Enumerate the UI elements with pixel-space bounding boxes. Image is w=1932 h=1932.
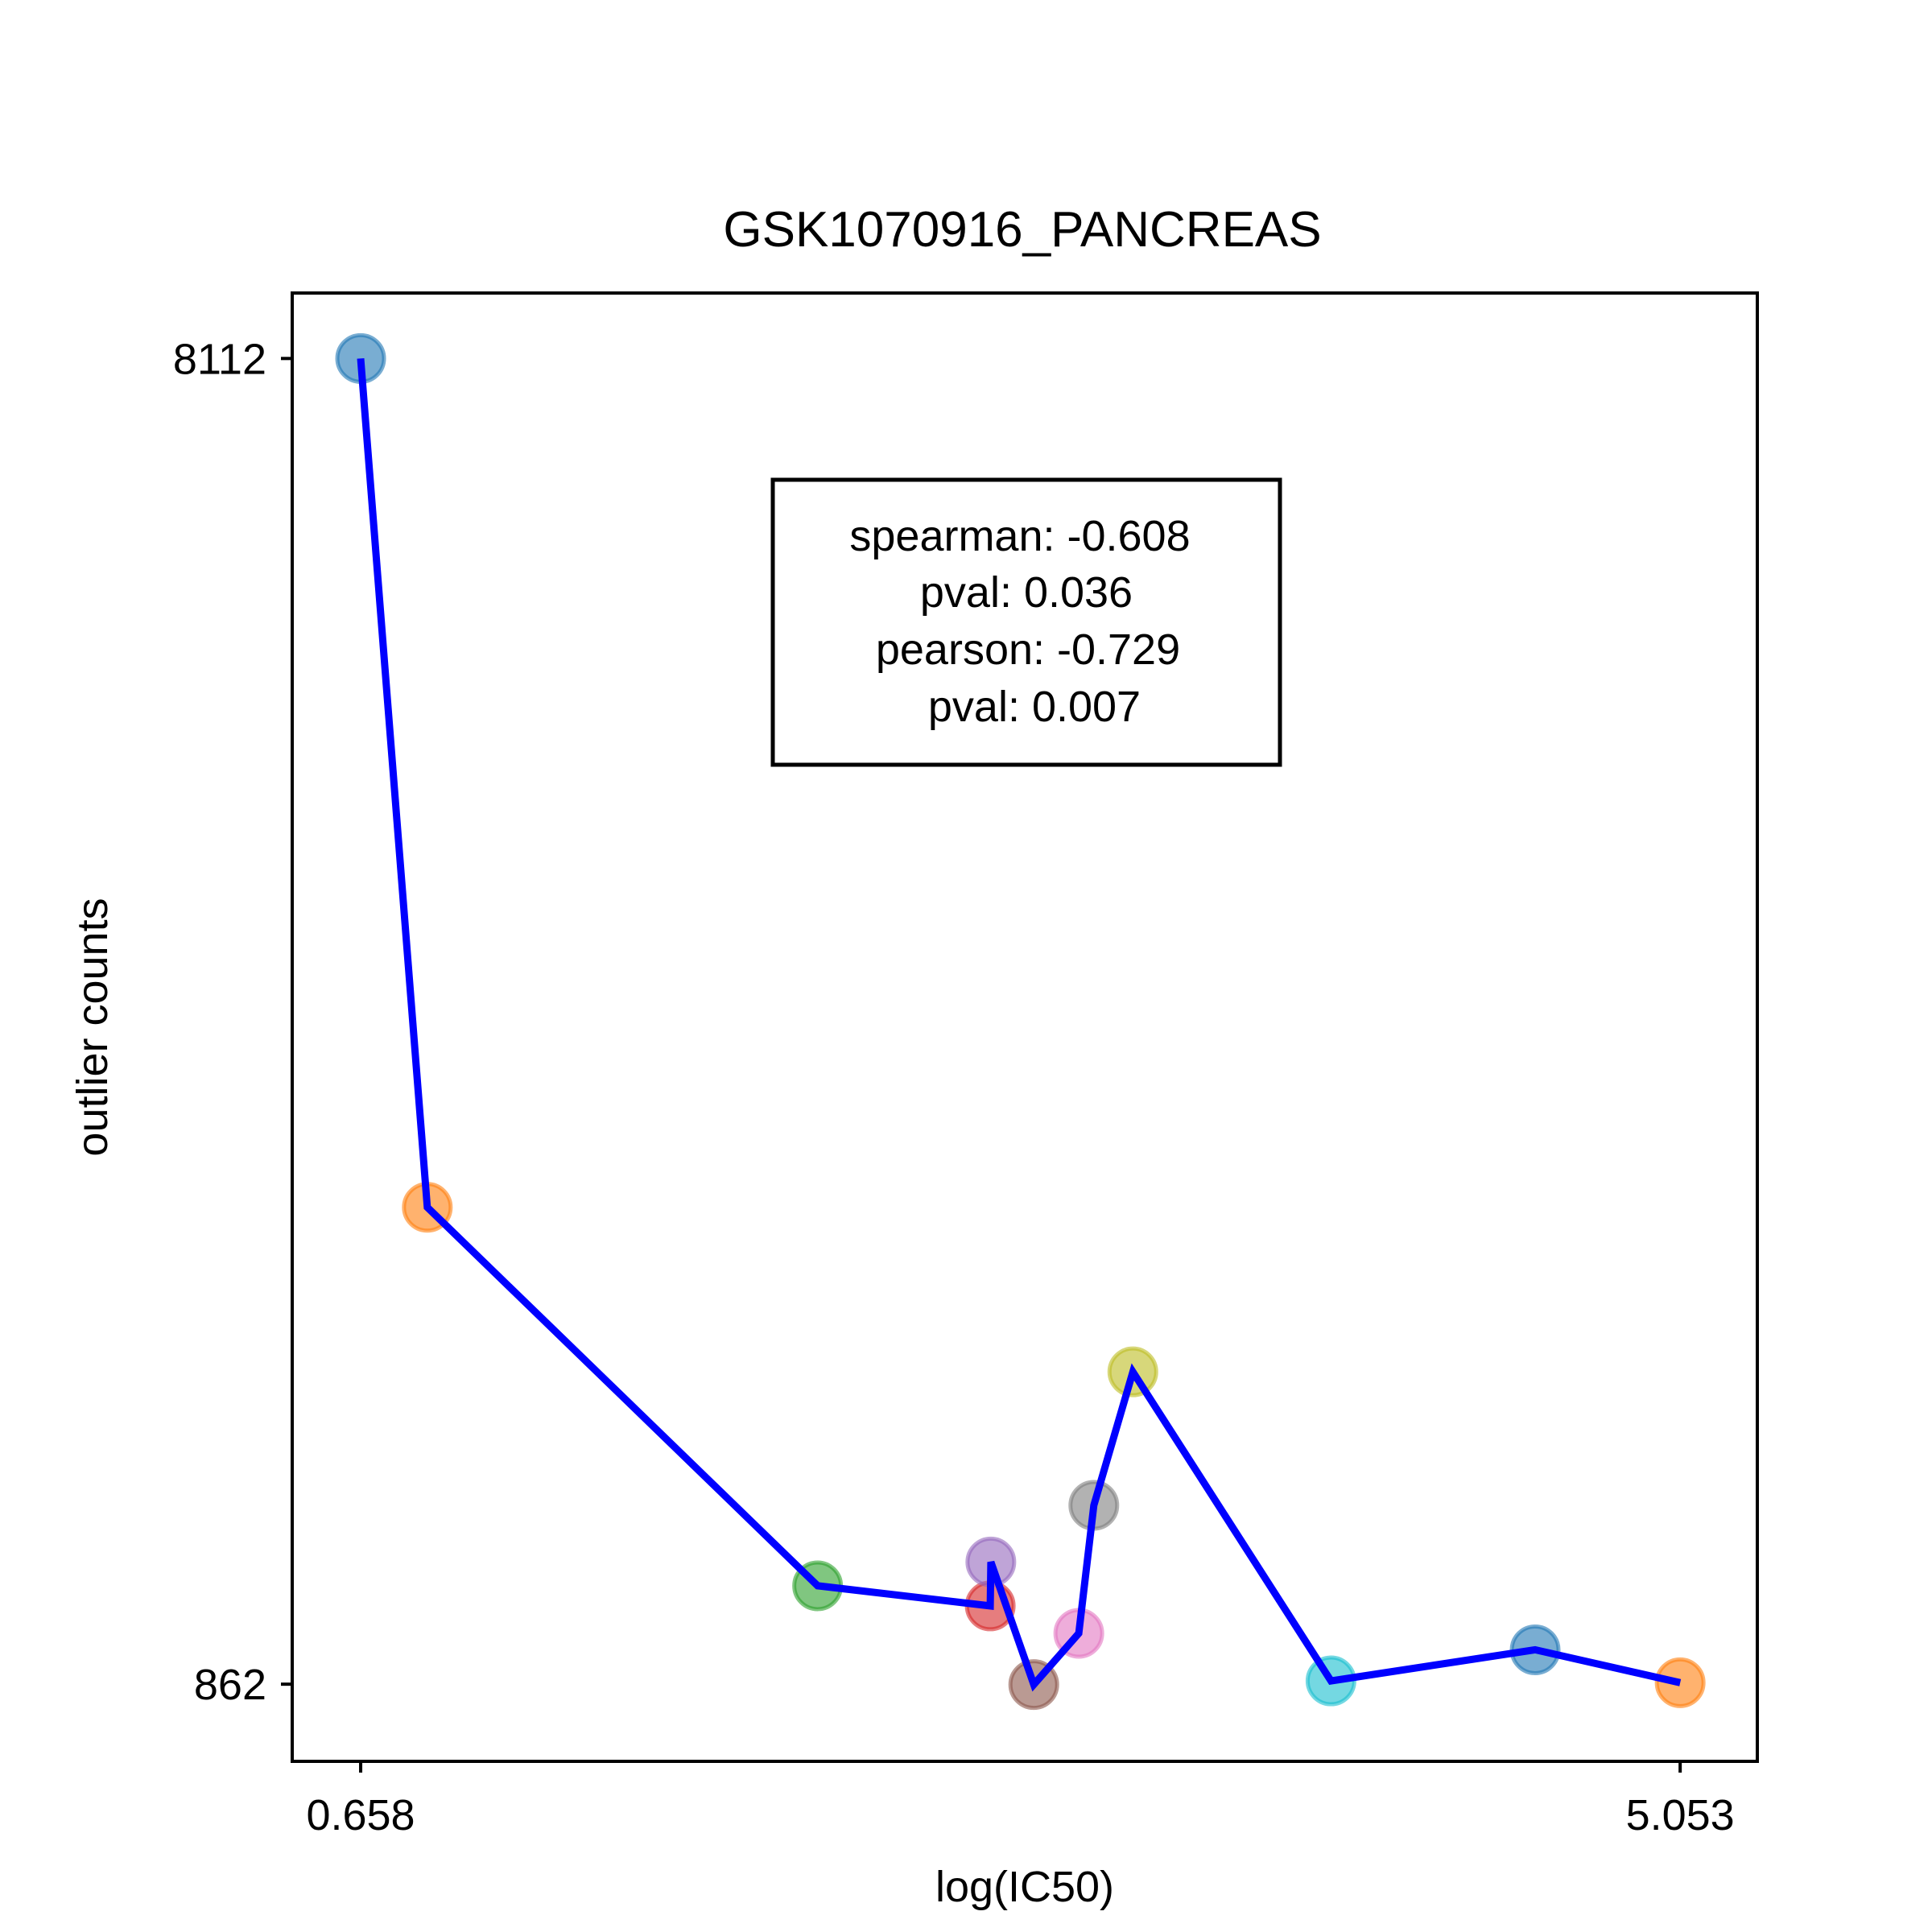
- points-layer: [335, 332, 1706, 1711]
- x-tick-label: 5.053: [1626, 1791, 1735, 1839]
- series-line: [357, 357, 1682, 1692]
- y-tick-label: 8112: [173, 335, 266, 383]
- y-axis-label: outlier counts: [68, 898, 117, 1156]
- plot-area: [291, 291, 1759, 1763]
- stats-line-spearman-pval: pval: 0.036: [920, 568, 1133, 617]
- x-axis-label: log(IC50): [935, 1863, 1114, 1911]
- x-axis: 0.658 5.053: [306, 1761, 1735, 1839]
- stats-line-spearman: spearman: -0.608: [849, 512, 1190, 560]
- x-tick-label: 0.658: [306, 1791, 415, 1839]
- plot-frame: [291, 291, 1759, 1763]
- y-tick-label: 862: [194, 1661, 266, 1709]
- stats-line-pearson-pval: pval: 0.007: [928, 683, 1141, 731]
- y-axis: 8112 862: [173, 335, 292, 1709]
- chart-title: GSK1070916_PANCREAS: [723, 202, 1321, 258]
- stats-line-pearson: pearson: -0.729: [876, 625, 1180, 674]
- stats-box: spearman: -0.608 pval: 0.036 pearson: -0…: [770, 477, 1282, 767]
- stats-box-frame: [770, 477, 1282, 767]
